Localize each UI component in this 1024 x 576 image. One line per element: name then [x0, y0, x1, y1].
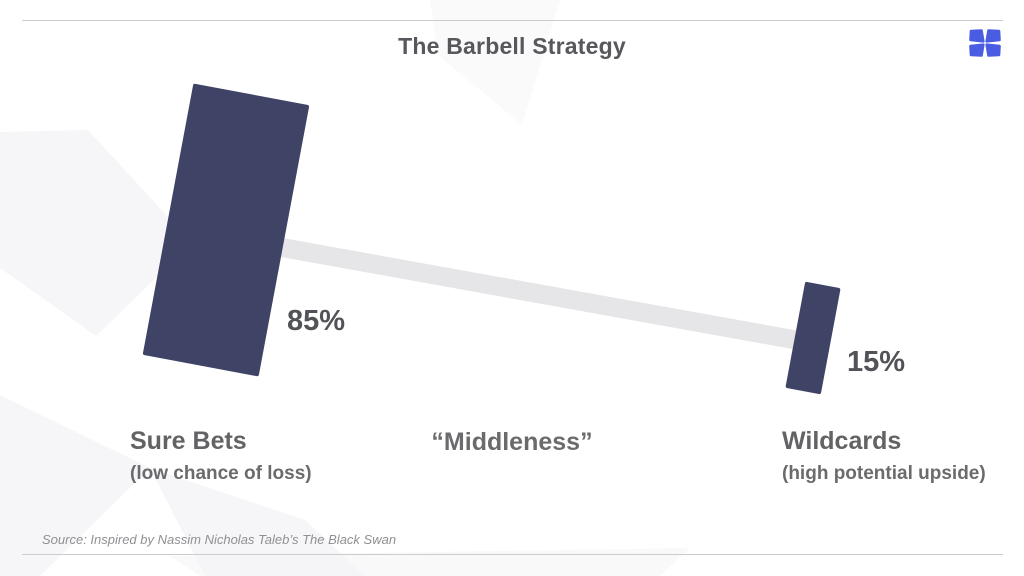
bottom-divider — [22, 554, 1003, 555]
sure-bets-value-label: 85% — [287, 305, 346, 337]
brand-x-logo-icon — [969, 29, 1001, 57]
category-wildcards: Wildcards (high potential upside) — [782, 427, 986, 485]
wildcards-subtitle: (high potential upside) — [782, 462, 986, 484]
sure-bets-title: Sure Bets — [130, 427, 247, 455]
page-title: The Barbell Strategy — [398, 33, 626, 59]
sure-bets-subtitle: (low chance of loss) — [130, 462, 312, 484]
category-middleness: “Middleness” — [431, 428, 593, 456]
wildcards-value-label: 15% — [847, 346, 906, 378]
wildcards-title: Wildcards — [782, 427, 902, 455]
top-divider — [22, 20, 1003, 21]
source-note: Source: Inspired by Nassim Nicholas Tale… — [42, 532, 397, 547]
category-sure-bets: Sure Bets (low chance of loss) — [130, 427, 312, 485]
